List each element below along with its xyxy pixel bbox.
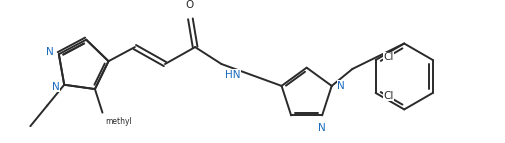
Text: N: N: [46, 47, 54, 57]
Text: N: N: [52, 82, 60, 92]
Text: N: N: [337, 81, 345, 91]
Text: Cl: Cl: [383, 52, 393, 62]
Text: N: N: [318, 123, 326, 133]
Text: HN: HN: [225, 70, 241, 80]
Text: Cl: Cl: [383, 91, 393, 101]
Text: methyl: methyl: [105, 117, 132, 126]
Text: O: O: [185, 0, 193, 10]
